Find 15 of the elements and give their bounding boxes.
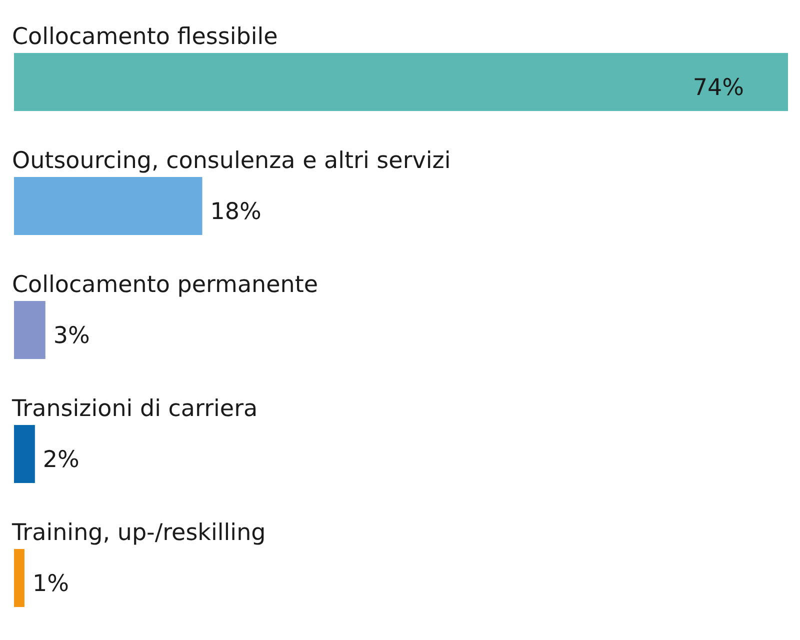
data-label: 18% [210, 199, 262, 225]
y-tick-label: Transizioni di carriera [11, 396, 258, 422]
y-tick-label: Training, up-/reskilling [11, 520, 266, 546]
data-label: 2% [42, 447, 80, 473]
bar [14, 549, 24, 607]
data-label: 74% [692, 75, 744, 101]
bar [14, 53, 788, 111]
bar [14, 301, 46, 359]
bar [14, 425, 35, 483]
y-tick-label: Collocamento permanente [12, 272, 318, 298]
y-tick-label: Collocamento flessibile [12, 24, 278, 50]
y-tick-label: Outsourcing, consulenza e altri servizi [12, 148, 451, 174]
bar [14, 177, 202, 235]
data-label: 1% [32, 571, 69, 597]
data-label: 3% [53, 323, 90, 349]
